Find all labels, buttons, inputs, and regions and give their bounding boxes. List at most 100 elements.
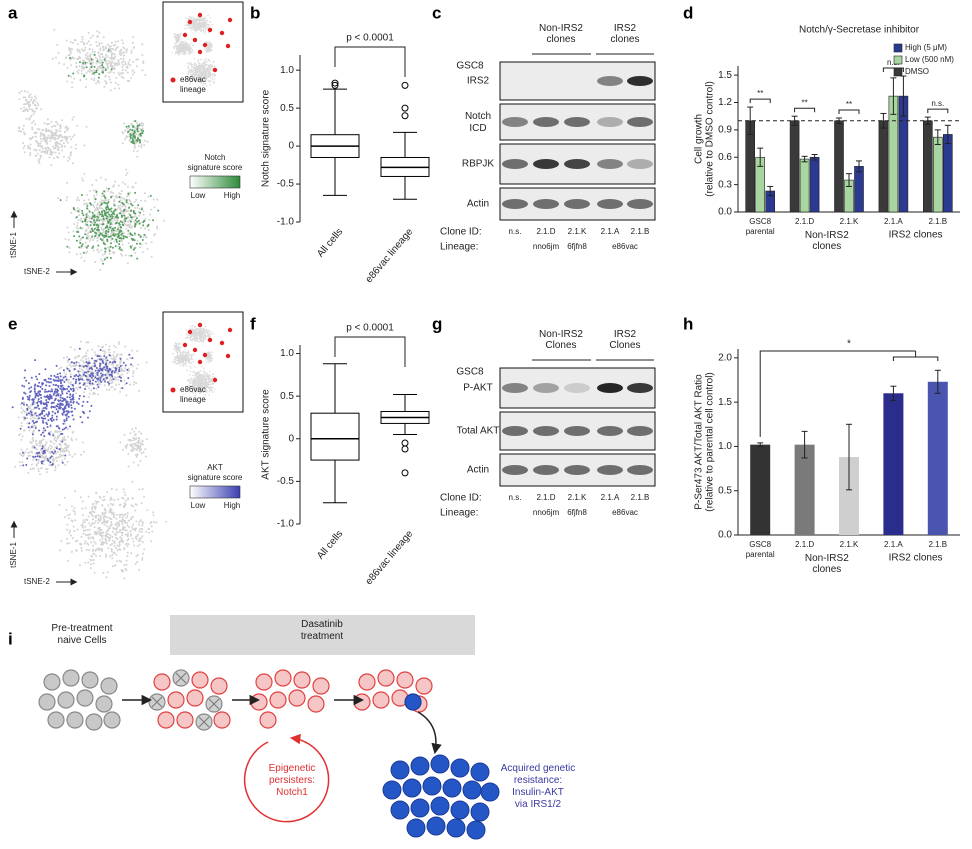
group-label: Non-IRS2 clones xyxy=(805,230,849,252)
lineage-point xyxy=(197,322,203,328)
outlier xyxy=(401,469,409,477)
y-tick-label: 0.5 xyxy=(280,103,294,114)
annotation: n.s. xyxy=(931,99,944,108)
x-tick-label: 2.1.D xyxy=(795,217,814,226)
resistant-cell xyxy=(470,762,490,782)
resistant-cell xyxy=(422,776,442,796)
text-line: treatment xyxy=(301,631,343,642)
inset-legend: e86vac lineage xyxy=(180,75,206,94)
group-label: IRS2 clones xyxy=(889,553,943,564)
lineage-label: Lineage: xyxy=(440,508,478,519)
y-tick-label: 0.3 xyxy=(718,179,732,190)
text-line: (relative to parental cell control) xyxy=(704,372,715,512)
resistant-cell xyxy=(462,780,482,800)
text-line: Non-IRS2 xyxy=(805,553,849,564)
cell xyxy=(307,695,325,713)
y-tick-label: 0.5 xyxy=(718,485,732,496)
lineage-point xyxy=(207,27,213,33)
lineage-point xyxy=(202,42,208,48)
legend-title: Notch signature score xyxy=(188,153,243,172)
lineage-point xyxy=(225,353,231,359)
y-tick-label: -0.5 xyxy=(277,179,295,190)
legend-high: High xyxy=(224,191,240,200)
y-tick-label: -0.5 xyxy=(277,476,295,487)
x-tick-label: GSC8 parental xyxy=(746,217,775,236)
text-line: Notch xyxy=(465,111,491,122)
legend-swatch xyxy=(893,43,903,53)
resistant-cell xyxy=(410,756,430,776)
outlier xyxy=(331,81,339,89)
blot-band xyxy=(564,426,590,436)
resistance-label: Acquired genetic resistance: Insulin-AKT vi… xyxy=(501,763,576,810)
resistant-cell xyxy=(480,782,500,802)
treatment-label: Dasatinib treatment xyxy=(301,619,343,642)
axis-label: tSNE-1 xyxy=(9,232,18,258)
text-line: signature score xyxy=(188,163,243,172)
lineage-point xyxy=(212,67,218,73)
cell-line: GSC8 xyxy=(456,61,484,72)
blot-band xyxy=(597,426,623,436)
x-tick-label: GSC8 parental xyxy=(746,540,775,559)
cell xyxy=(288,689,306,707)
box xyxy=(310,412,360,461)
blot-band xyxy=(627,426,653,436)
blot-band xyxy=(564,465,590,475)
y-tick-label: 0.9 xyxy=(718,125,732,136)
blot-band xyxy=(627,199,653,209)
resistant-cell xyxy=(382,780,402,800)
tsne-colored-points xyxy=(59,49,160,265)
blot-band xyxy=(564,383,590,393)
inset-points xyxy=(171,324,216,397)
text-line: GSC8 xyxy=(749,217,771,226)
resistant-cell xyxy=(430,754,450,774)
y-axis-label: Notch signature score xyxy=(261,89,272,187)
x-tick-label: 2.1.A xyxy=(884,217,903,226)
cell xyxy=(103,711,121,729)
cell xyxy=(157,711,175,729)
cell xyxy=(372,691,390,709)
cell xyxy=(255,673,273,691)
text-line: clones xyxy=(812,241,841,252)
cell xyxy=(377,669,395,687)
clone-id: 2.1.B xyxy=(631,227,650,236)
legend-label: DMSO xyxy=(905,67,929,76)
lineage-point xyxy=(219,340,225,346)
y-tick-label: 0 xyxy=(288,141,294,152)
bar xyxy=(932,136,943,213)
inset-points xyxy=(171,14,217,89)
cell xyxy=(76,689,94,707)
resistant-cell xyxy=(446,818,466,838)
row-label: Actin xyxy=(467,199,489,210)
y-axis-label: P-Ser473 AKT/Total AKT Ratio(relative to… xyxy=(693,372,715,512)
annotation: n.s. xyxy=(887,58,900,67)
y-tick-label: -1.0 xyxy=(277,217,295,228)
y-tick-label: 0.5 xyxy=(280,391,294,402)
text-line: Clones xyxy=(545,340,576,351)
cell xyxy=(259,711,277,729)
y-tick-label: 1.5 xyxy=(718,397,732,408)
bar xyxy=(750,444,771,535)
cell xyxy=(95,695,113,713)
chart-title: Notch/γ-Secretase inhibitor xyxy=(799,25,920,36)
legend-gradient xyxy=(189,175,241,189)
annotation: p < 0.0001 xyxy=(346,33,394,44)
blot-band xyxy=(597,159,623,169)
text-line: Non-IRS2 xyxy=(539,329,583,340)
text-line: lineage xyxy=(180,395,206,404)
row-label: Total AKT xyxy=(457,426,500,437)
cell xyxy=(213,711,231,729)
outlier xyxy=(401,81,409,89)
lineage: nno6jm xyxy=(533,242,560,251)
legend-label: Low (500 nM) xyxy=(905,55,954,64)
cell xyxy=(100,677,118,695)
cell xyxy=(274,669,292,687)
resistant-cell xyxy=(442,778,462,798)
cell xyxy=(43,673,61,691)
text-line: Non-IRS2 xyxy=(805,230,849,241)
text-line: naive Cells xyxy=(58,635,107,646)
cell xyxy=(186,689,204,707)
blot-band xyxy=(564,199,590,209)
group-label: Non-IRS2 Clones xyxy=(539,329,583,351)
text-line: via IRS1/2 xyxy=(515,799,562,810)
clone-id-label: Clone ID: xyxy=(440,493,482,504)
